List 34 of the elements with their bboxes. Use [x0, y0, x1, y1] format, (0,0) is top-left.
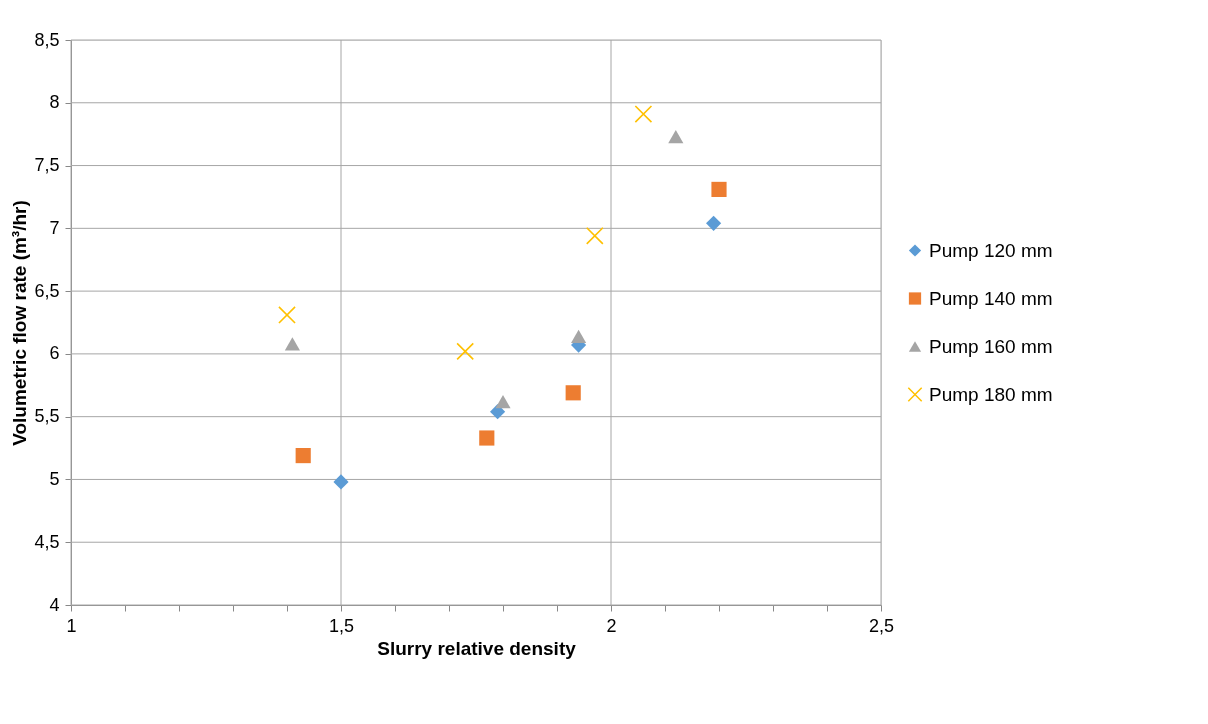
x-tick-label: 1 [66, 615, 77, 636]
y-tick-label: 5,5 [34, 406, 60, 427]
y-tick-label: 8 [49, 92, 60, 113]
legend-label: Pump 120 mm [929, 239, 1053, 261]
x-tick-label: 1,5 [328, 615, 355, 636]
point [295, 448, 311, 464]
point [278, 306, 296, 324]
legend-label: Pump 180 mm [929, 383, 1053, 405]
y-tick-label: 5 [49, 468, 60, 489]
y-tick-label: 4,5 [34, 531, 60, 552]
point [479, 430, 495, 446]
x-axis-title: Slurry relative density [377, 637, 577, 659]
point [456, 342, 475, 361]
point [711, 181, 727, 197]
point [634, 105, 653, 123]
x-tick-label: 2,5 [868, 615, 895, 636]
legend-label: Pump 140 mm [929, 287, 1053, 309]
point [668, 130, 684, 144]
point [284, 337, 300, 351]
legend-label: Pump 160 mm [929, 335, 1053, 357]
point [333, 474, 349, 490]
y-tick-label: 8,5 [34, 29, 60, 50]
point [565, 385, 581, 401]
y-tick-label: 7 [49, 217, 60, 238]
point [495, 395, 511, 409]
y-tick-label: 4 [49, 594, 60, 615]
point [585, 227, 604, 245]
x-tick-label: 2 [606, 615, 617, 636]
point [571, 329, 587, 343]
y-tick-label: 6 [49, 343, 60, 364]
y-axis-title: Volumetric flow rate (m³/hr) [9, 200, 31, 446]
point [706, 215, 722, 231]
y-tick-label: 6,5 [34, 280, 60, 301]
y-tick-label: 7,5 [34, 155, 60, 176]
